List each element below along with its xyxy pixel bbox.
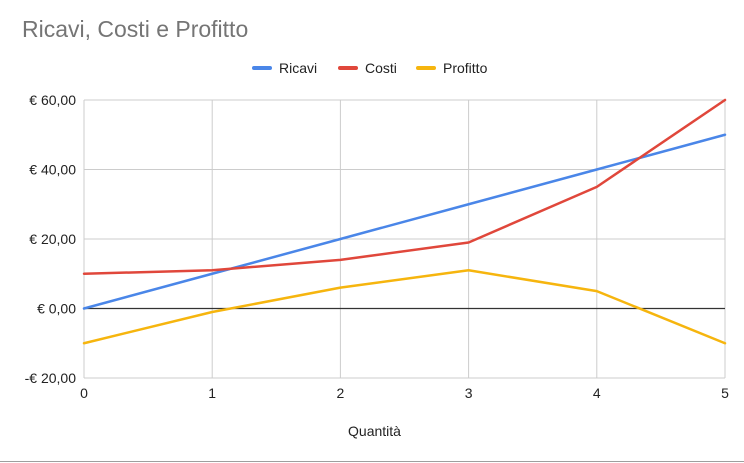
x-axis-label: Quantità — [348, 423, 401, 439]
x-tick-label: 1 — [208, 385, 216, 401]
x-tick-label: 2 — [337, 385, 345, 401]
y-axis-ticks: -€ 20,00 € 0,00 € 20,00 € 40,00 € 60,00 — [25, 92, 77, 386]
grid — [83, 99, 726, 379]
y-tick-label: -€ 20,00 — [25, 370, 77, 386]
series-line-profitto — [82, 269, 727, 345]
x-tick-label: 4 — [593, 385, 601, 401]
x-axis-ticks: 0 1 2 3 4 5 — [80, 385, 729, 401]
y-tick-label: € 20,00 — [29, 231, 76, 247]
x-tick-label: 0 — [80, 385, 88, 401]
series-lines — [82, 98, 727, 345]
legend-label-costi: Costi — [365, 60, 397, 76]
y-tick-label: € 40,00 — [29, 162, 76, 178]
y-tick-label: € 0,00 — [37, 301, 76, 317]
y-tick-label: € 60,00 — [29, 92, 76, 108]
chart-title: Ricavi, Costi e Profitto — [22, 16, 249, 42]
x-tick-label: 5 — [721, 385, 729, 401]
x-tick-label: 3 — [465, 385, 473, 401]
legend: Ricavi Costi Profitto — [252, 60, 488, 76]
legend-label-ricavi: Ricavi — [279, 60, 317, 76]
series-line-ricavi — [82, 133, 727, 310]
legend-label-profitto: Profitto — [443, 60, 488, 76]
series-line-costi — [82, 98, 727, 275]
